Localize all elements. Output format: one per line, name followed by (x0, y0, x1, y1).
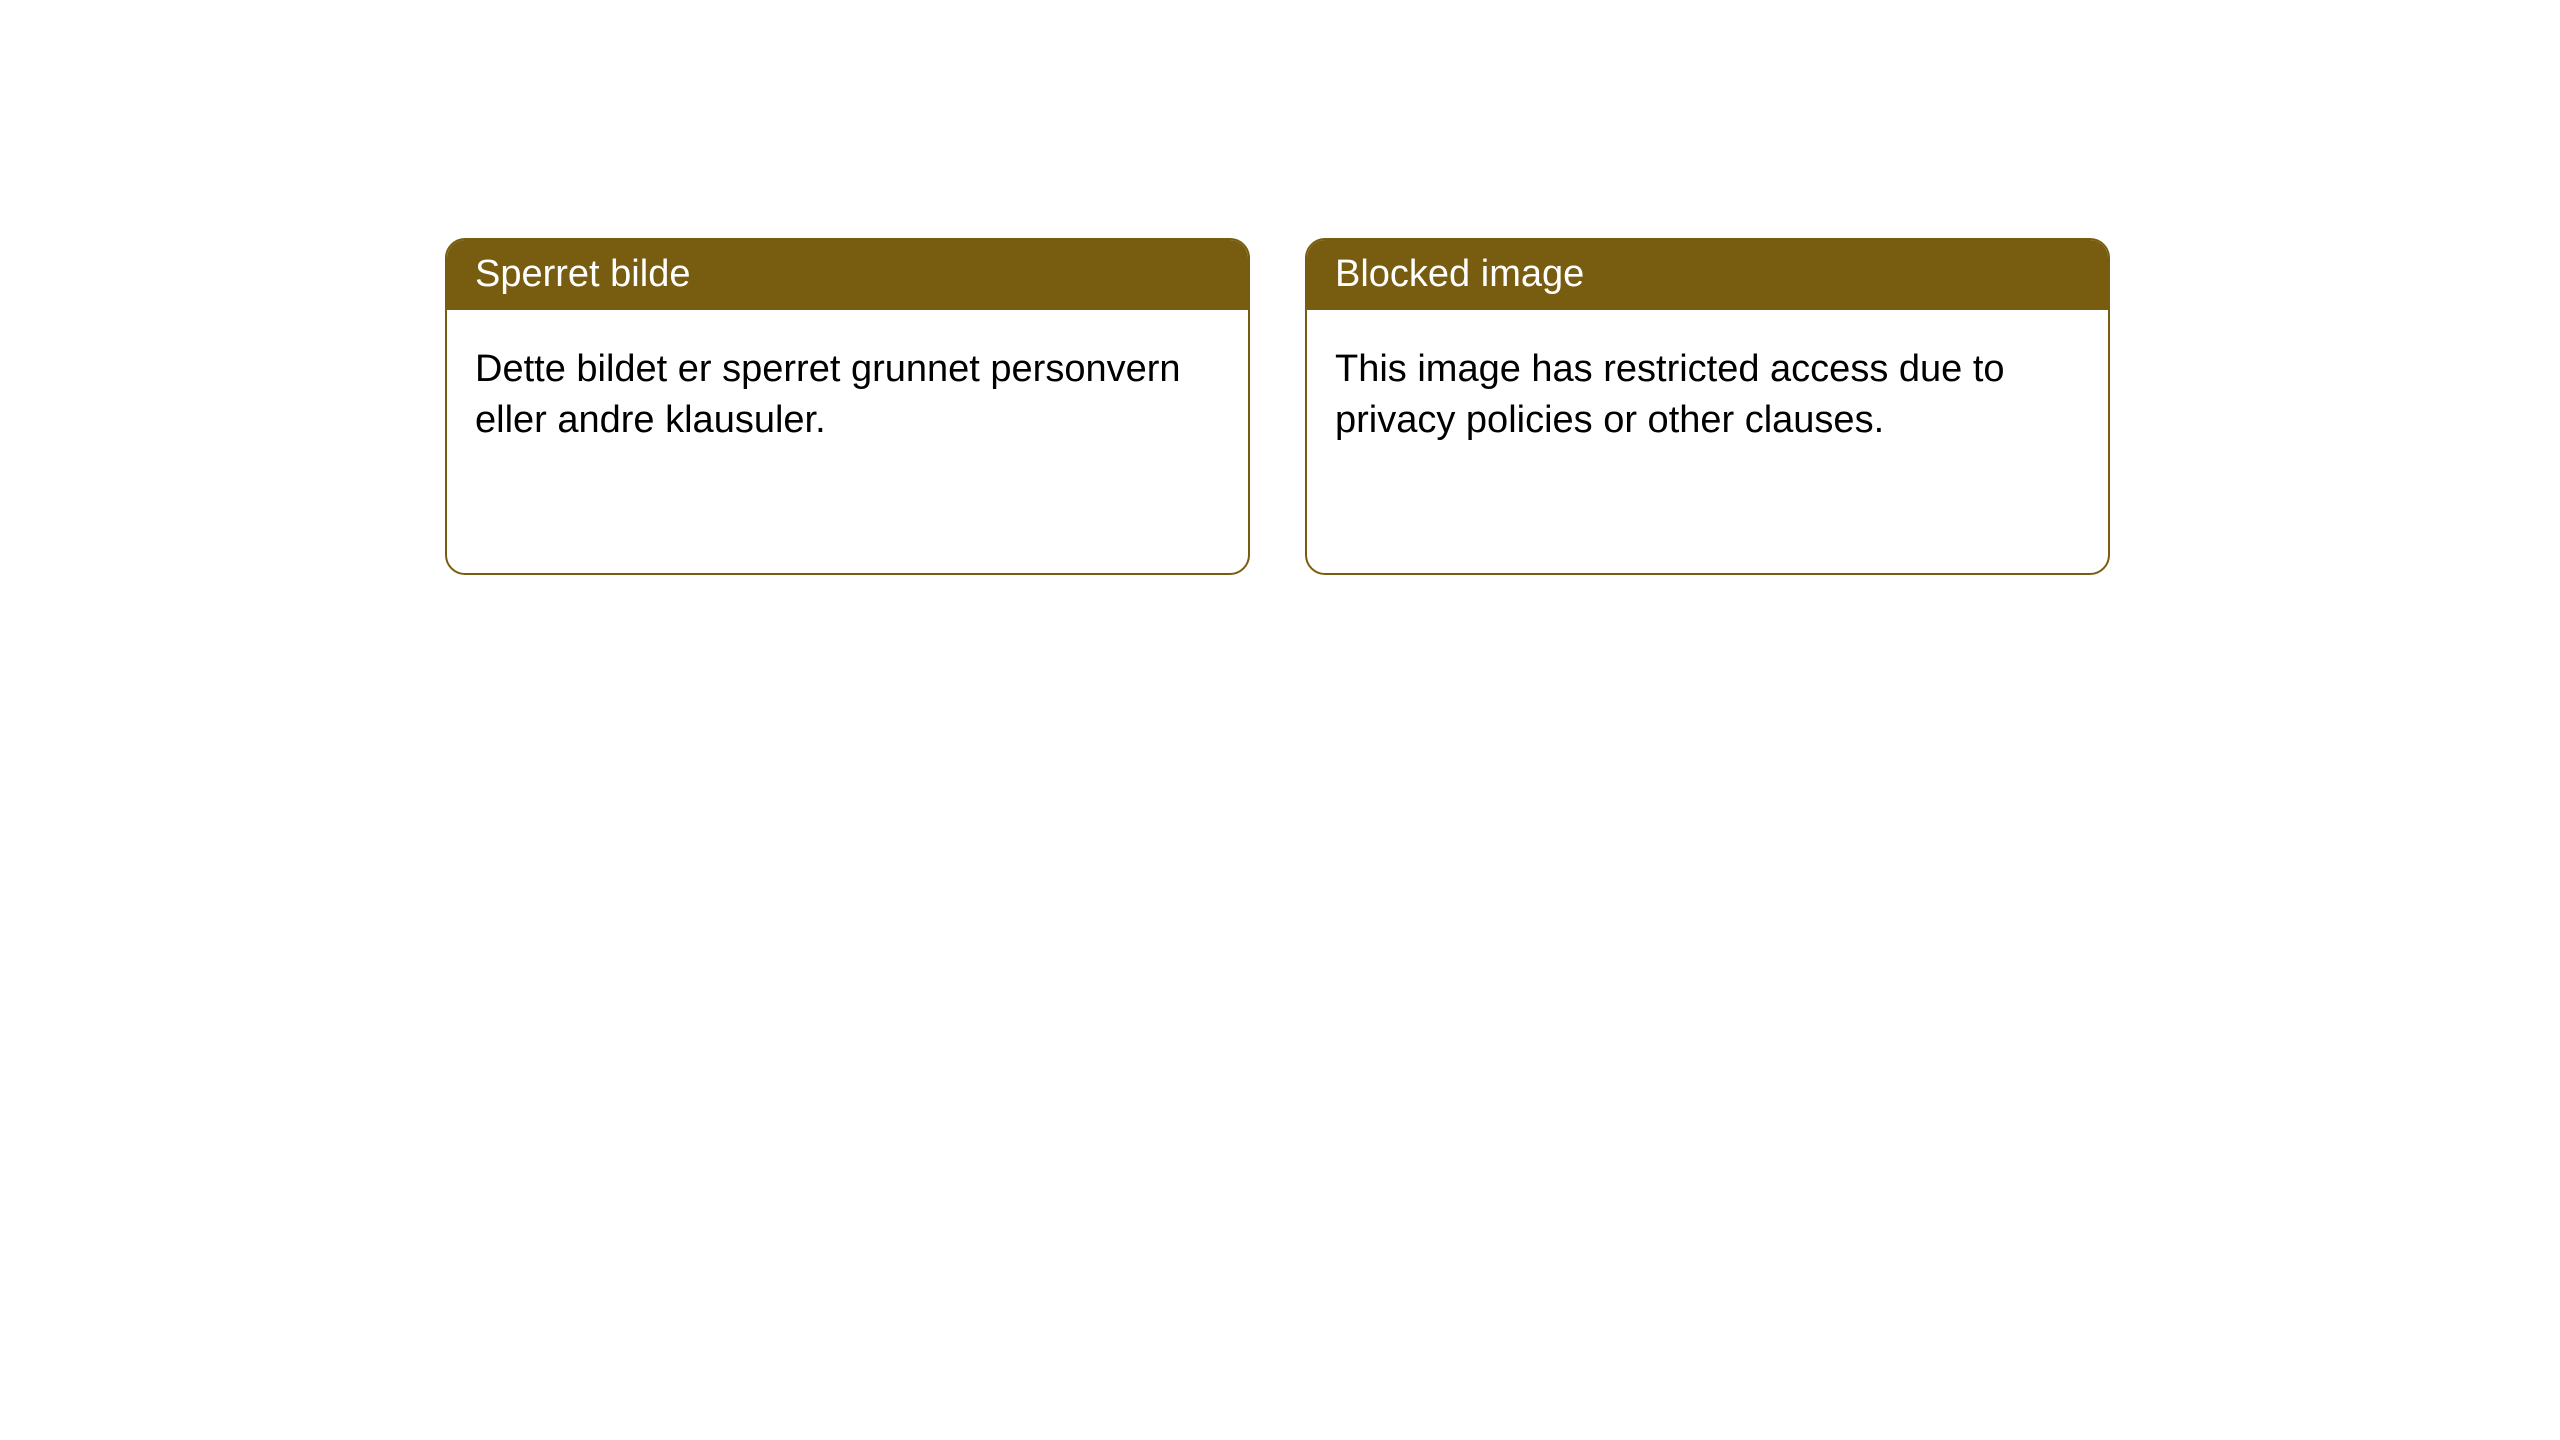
card-message: This image has restricted access due to … (1335, 348, 2005, 441)
card-title: Blocked image (1335, 253, 1584, 295)
card-header: Sperret bilde (447, 240, 1248, 310)
notice-container: Sperret bilde Dette bildet er sperret gr… (0, 0, 2560, 575)
card-body: Dette bildet er sperret grunnet personve… (447, 310, 1248, 481)
card-title: Sperret bilde (475, 253, 690, 295)
card-message: Dette bildet er sperret grunnet personve… (475, 348, 1181, 441)
card-body: This image has restricted access due to … (1307, 310, 2108, 481)
notice-card-norwegian: Sperret bilde Dette bildet er sperret gr… (445, 238, 1250, 575)
notice-card-english: Blocked image This image has restricted … (1305, 238, 2110, 575)
card-header: Blocked image (1307, 240, 2108, 310)
